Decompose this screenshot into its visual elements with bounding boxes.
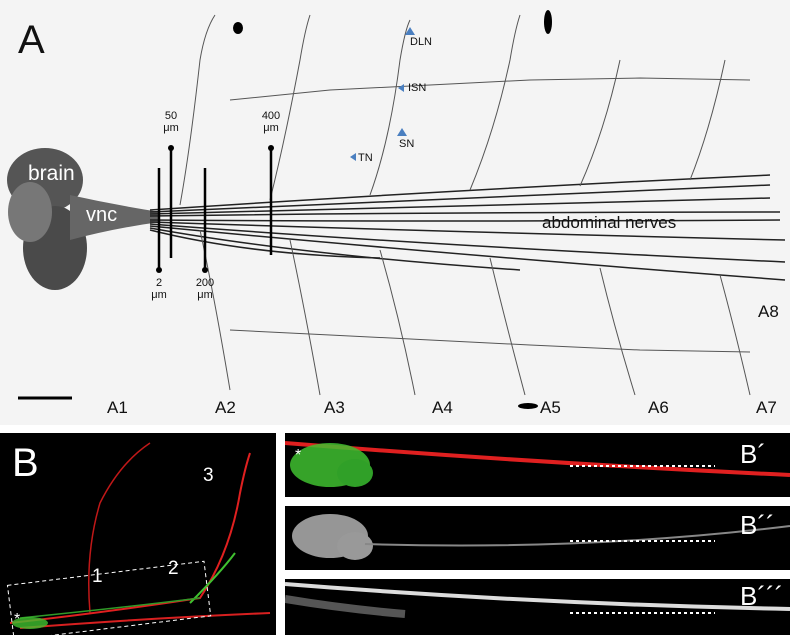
tn-label: TN xyxy=(358,152,373,164)
strip-b2-label: B´´ xyxy=(740,510,775,540)
dln-label: DLN xyxy=(410,36,433,48)
segment-a1: A1 xyxy=(107,398,128,417)
segment-a2: A2 xyxy=(215,398,236,417)
sn-label: SN xyxy=(399,138,415,150)
segment-a4: A4 xyxy=(432,398,453,417)
branch-number-1: 1 xyxy=(92,566,103,587)
panel-b-asterisk: * xyxy=(14,611,21,628)
segment-a5: A5 xyxy=(540,398,561,417)
measurement-bars xyxy=(157,148,273,270)
distance-400-label: 400 μm xyxy=(261,110,281,134)
panel-a-drawing xyxy=(7,10,786,409)
panel-b-letter: B xyxy=(12,441,39,485)
strip-b1-label: B´ xyxy=(740,439,766,469)
branch-number-2: 2 xyxy=(168,558,179,579)
brain-label: brain xyxy=(28,162,75,185)
brain-center xyxy=(8,182,52,242)
strip-b1-asterisk: * xyxy=(295,447,302,464)
segment-a8: A8 xyxy=(758,302,779,321)
distance-200-label: 200 μm xyxy=(195,277,215,301)
strip-b-triple-prime: B´´´ xyxy=(285,579,790,635)
isn-label: ISN xyxy=(408,82,427,94)
panel-a-letter: A xyxy=(18,18,45,62)
vnc-shape xyxy=(70,195,160,240)
panel-a-nervous-system-image: A brain vnc abdominal nerves DLN ISN SN … xyxy=(0,0,790,425)
panel-b-drawing xyxy=(6,442,271,635)
strip-b-double-prime: B´´ xyxy=(285,506,790,570)
segment-a7: A7 xyxy=(756,398,777,417)
segment-a3: A3 xyxy=(324,398,345,417)
branch-number-3: 3 xyxy=(203,465,214,486)
abdominal-nerves-label: abdominal nerves xyxy=(542,213,677,232)
marker-arrowheads xyxy=(350,27,415,161)
strip-b3-label: B´´´ xyxy=(740,581,784,611)
distance-2-label: 2 μm xyxy=(151,277,167,301)
vnc-label: vnc xyxy=(86,204,118,226)
segmental-branches xyxy=(179,14,751,396)
panel-b-fluorescence-image: B 1 2 3 * xyxy=(0,433,276,635)
distance-50-label: 50 μm xyxy=(163,110,179,134)
segment-a6: A6 xyxy=(648,398,669,417)
strip-b-prime: * B´ xyxy=(285,433,790,497)
abdominal-nerve-lines xyxy=(149,174,786,281)
